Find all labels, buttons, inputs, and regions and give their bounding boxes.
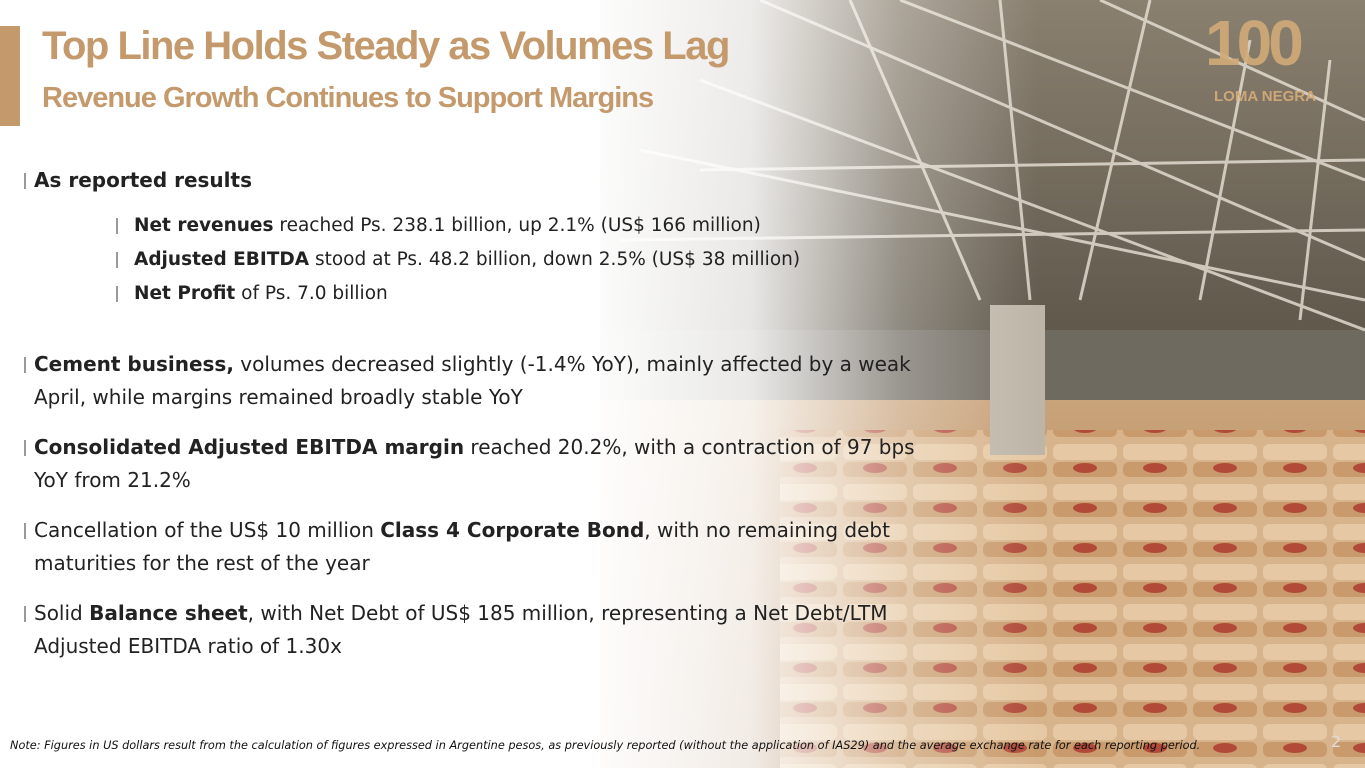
bullet-text: , with Net Debt of US$ 185 million, repr… bbox=[34, 601, 888, 658]
bullet: Consolidated Adjusted EBITDA margin reac… bbox=[22, 431, 942, 497]
bullet: Net revenues reached Ps. 238.1 billion, … bbox=[22, 209, 942, 243]
bullet-text: volumes decreased slightly (-1.4% YoY), … bbox=[34, 352, 911, 409]
slide-subtitle: Revenue Growth Continues to Support Marg… bbox=[42, 82, 654, 114]
bullet-marker bbox=[116, 286, 118, 302]
page-number: 2 bbox=[1331, 732, 1342, 751]
bullet-text: Class 4 Corporate Bond bbox=[380, 518, 645, 542]
bullet-text: Solid bbox=[34, 601, 90, 625]
bullet-text: of Ps. 7.0 billion bbox=[235, 283, 388, 304]
bullet-text: stood at Ps. 48.2 billion, down 2.5% (US… bbox=[309, 249, 801, 270]
accent-bar bbox=[0, 26, 20, 126]
bullet-marker bbox=[24, 523, 26, 539]
bullet: Solid Balance sheet, with Net Debt of US… bbox=[22, 597, 942, 663]
bullet-marker bbox=[24, 173, 26, 189]
bullet-text: reached Ps. 238.1 billion, up 2.1% (US$ … bbox=[273, 215, 761, 236]
bullet: Net Profit of Ps. 7.0 billion bbox=[22, 277, 942, 311]
bullet-text: Balance sheet bbox=[89, 601, 248, 625]
bullet-text: Net Profit bbox=[134, 283, 236, 304]
bullet: As reported results bbox=[22, 164, 942, 197]
bullet-marker bbox=[24, 357, 26, 373]
bullet-marker bbox=[116, 218, 118, 234]
bullet-text: Net revenues bbox=[134, 215, 274, 236]
bullet-list: As reported results Net revenues reached … bbox=[22, 164, 942, 663]
logo-brand: LOMA NEGRA bbox=[1214, 88, 1316, 105]
slide-title: Top Line Holds Steady as Volumes Lag bbox=[42, 24, 730, 68]
bullet-text: Consolidated Adjusted EBITDA margin bbox=[34, 435, 465, 459]
bullet-text: Cancellation of the US$ 10 million bbox=[34, 518, 381, 542]
bullet-marker bbox=[24, 606, 26, 622]
bullet-marker bbox=[24, 440, 26, 456]
bullet-text: Adjusted EBITDA bbox=[134, 249, 310, 270]
bullet-text: reached 20.2%, with a contraction of 97 … bbox=[34, 435, 915, 492]
bullet-text: , with no remaining debt maturities for … bbox=[34, 518, 890, 575]
footnote: Note: Figures in US dollars result from … bbox=[10, 739, 1201, 752]
logo-number: 100 bbox=[1205, 7, 1304, 79]
bullet-text: As reported results bbox=[34, 168, 252, 192]
bullet-text: Cement business, bbox=[34, 352, 234, 376]
bullet: Adjusted EBITDA stood at Ps. 48.2 billio… bbox=[22, 243, 942, 277]
bullet-marker bbox=[116, 252, 118, 268]
bullet: Cancellation of the US$ 10 million Class… bbox=[22, 514, 942, 580]
bullet: Cement business, volumes decreased sligh… bbox=[22, 348, 942, 414]
